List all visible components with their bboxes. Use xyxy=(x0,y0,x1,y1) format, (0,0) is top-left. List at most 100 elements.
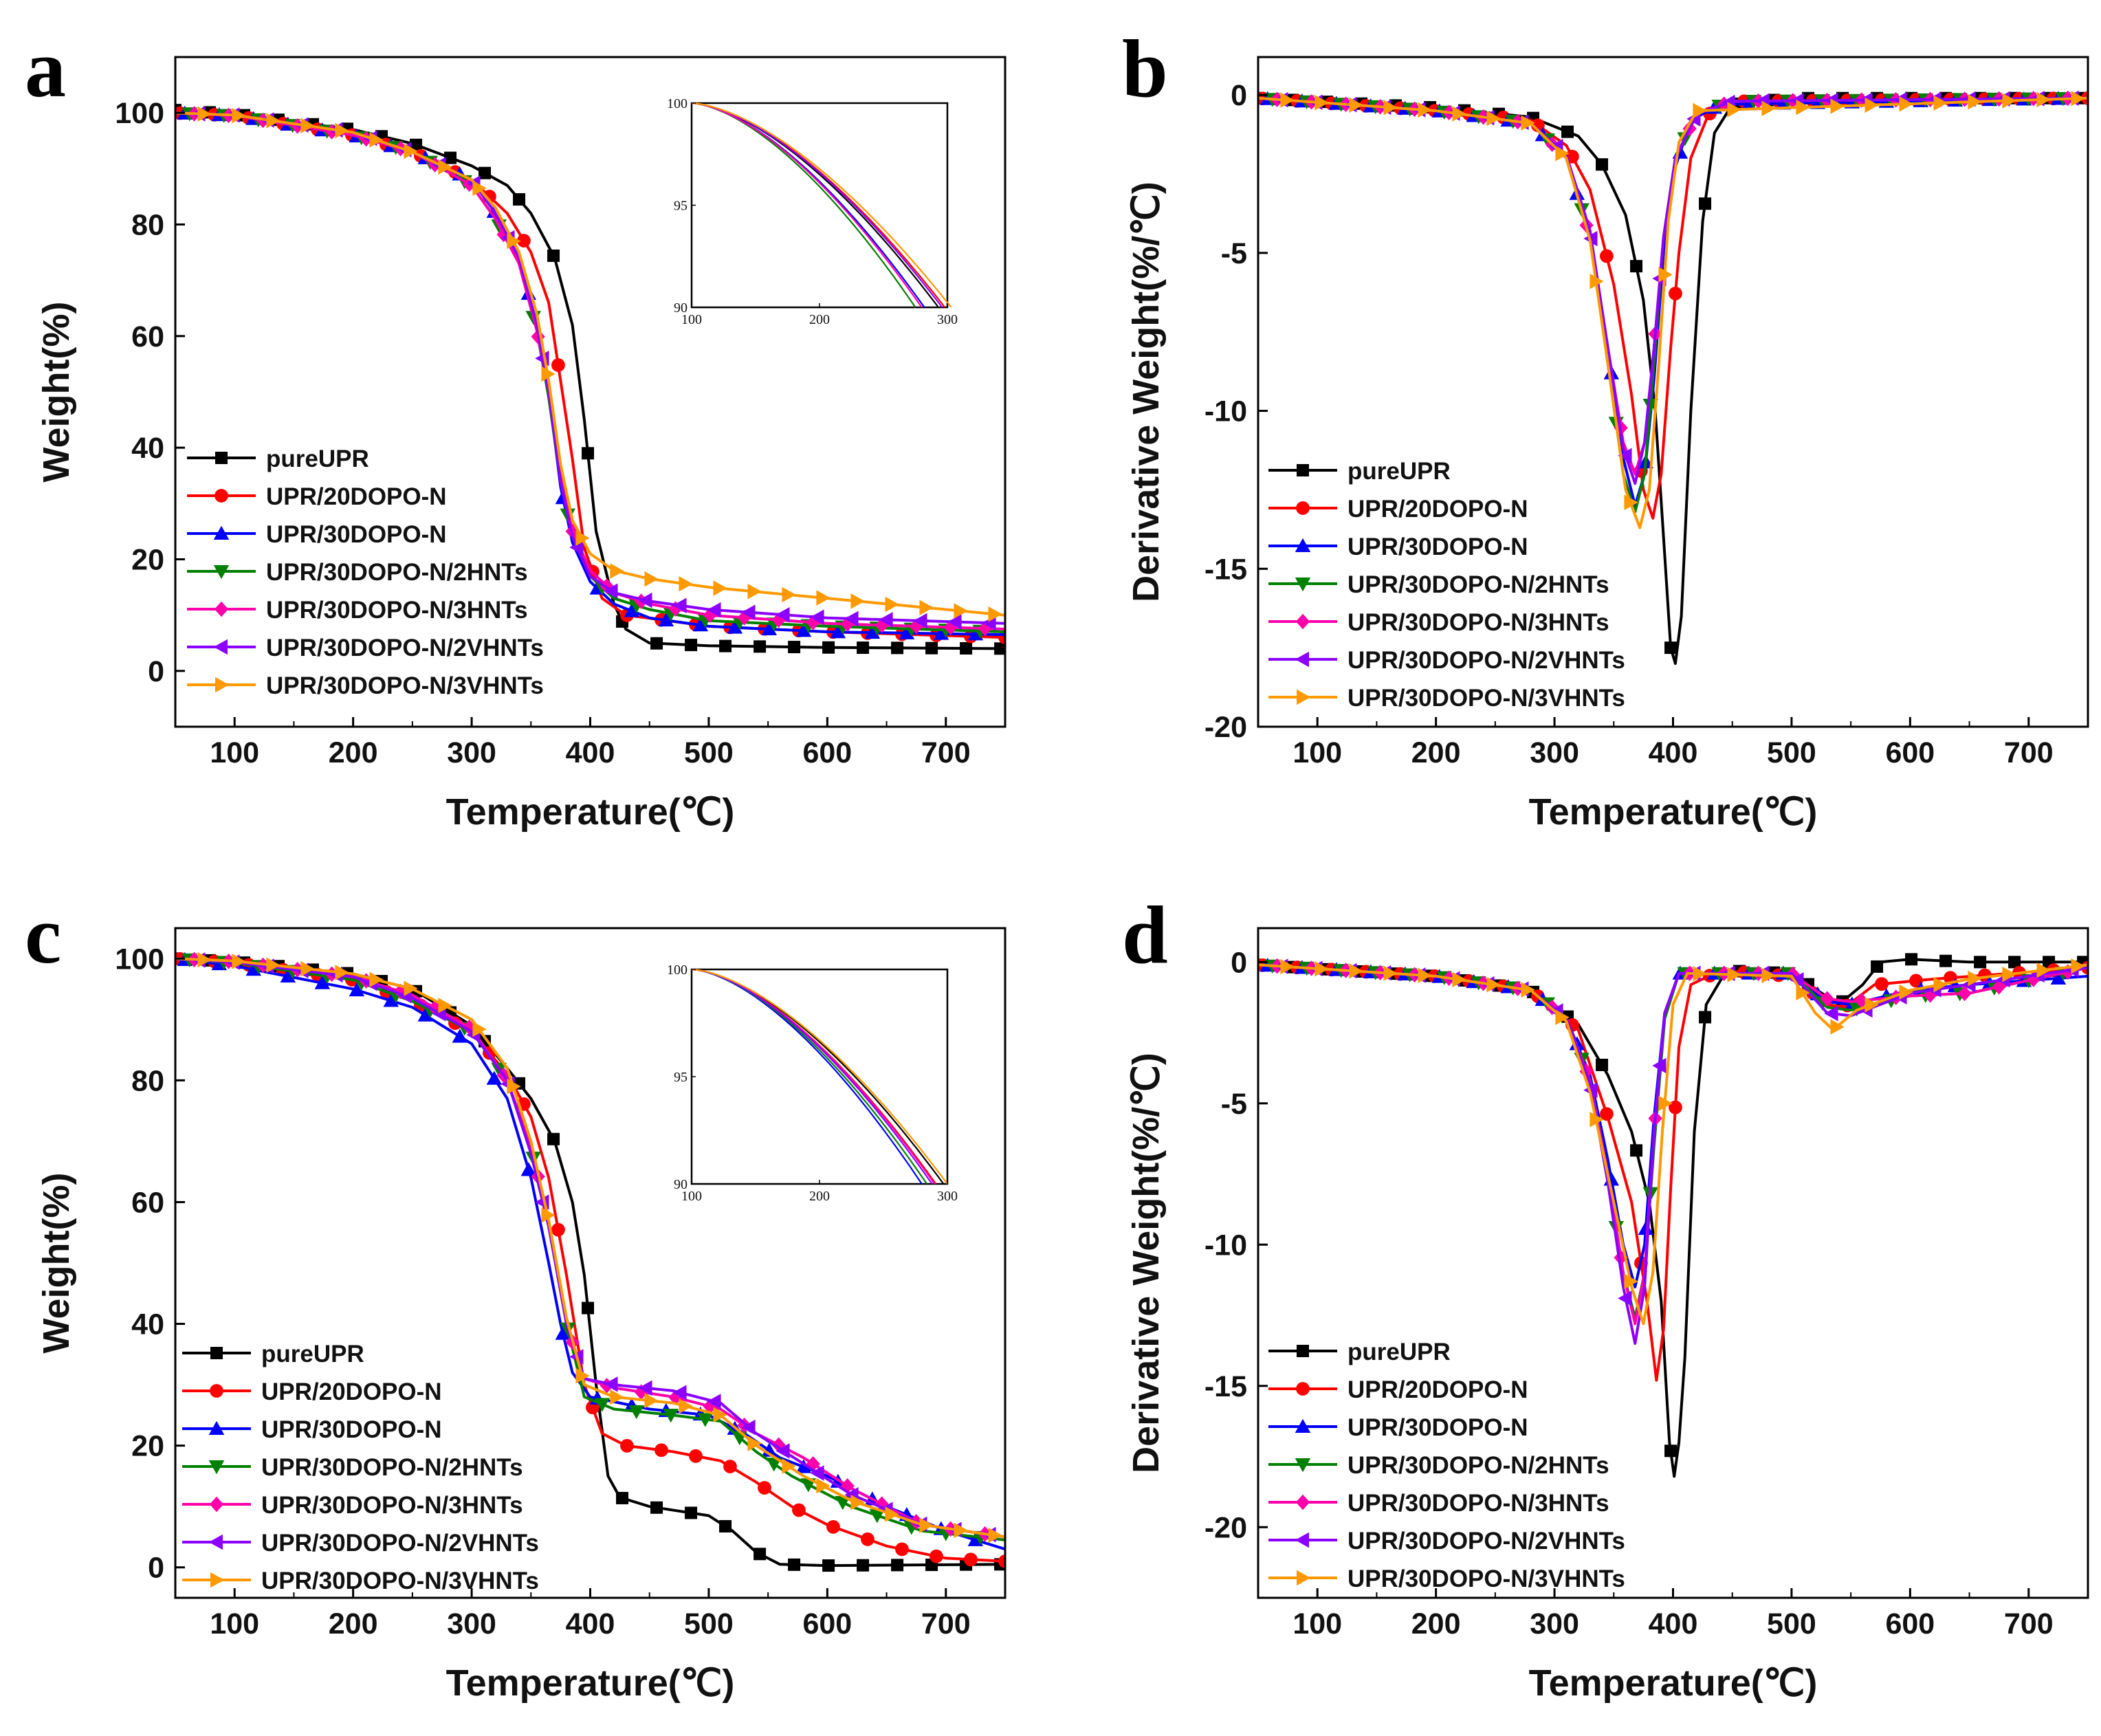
data-point xyxy=(404,980,418,996)
data-point xyxy=(1418,102,1432,118)
data-point xyxy=(1280,92,1295,108)
legend: pureUPR UPR/20DOPO-N UPR/30DOPO-N UPR/30DOP… xyxy=(1268,458,1625,712)
legend-label: UPR/30DOPO-N/2VHNTs xyxy=(1348,647,1625,674)
data-point xyxy=(930,1549,943,1563)
data-point xyxy=(1638,1220,1654,1235)
data-point xyxy=(197,952,212,968)
data-point xyxy=(551,358,565,372)
legend-marker xyxy=(1295,613,1310,630)
data-point xyxy=(604,1376,618,1392)
data-point xyxy=(2002,966,2016,982)
data-point xyxy=(610,563,624,579)
legend-label: UPR/20DOPO-N xyxy=(261,1378,442,1405)
panel-label: c xyxy=(25,889,61,980)
inset-series-line xyxy=(691,968,948,1185)
x-tick-label: 600 xyxy=(802,1607,852,1640)
legend-marker xyxy=(1296,1382,1310,1396)
data-point xyxy=(776,1443,790,1459)
data-point xyxy=(232,954,246,969)
data-point xyxy=(594,1398,610,1412)
data-point xyxy=(776,606,790,623)
legend: pureUPR UPR/20DOPO-N UPR/30DOPO-N UPR/30DOP… xyxy=(182,1341,539,1594)
data-point xyxy=(826,1519,840,1534)
data-point xyxy=(947,614,962,630)
inset-frame xyxy=(690,102,949,309)
data-point xyxy=(575,530,590,546)
data-point xyxy=(1624,494,1638,511)
y-tick-label: -10 xyxy=(1204,395,1247,428)
x-tick-label: 200 xyxy=(1411,736,1461,769)
data-point xyxy=(638,592,652,608)
data-point xyxy=(707,602,721,618)
data-point xyxy=(1624,1273,1638,1289)
inset-y-tick-label: 100 xyxy=(667,96,688,111)
legend-marker xyxy=(1295,1458,1311,1473)
data-point xyxy=(885,1506,899,1522)
legend: pureUPR UPR/20DOPO-N UPR/30DOPO-N UPR/30DOP… xyxy=(187,446,544,699)
data-point xyxy=(438,998,452,1013)
data-point xyxy=(919,600,934,616)
data-point xyxy=(1699,197,1712,210)
data-point xyxy=(582,447,595,460)
legend-label: pureUPR xyxy=(266,446,369,472)
x-tick-label: 100 xyxy=(1292,1607,1342,1640)
data-point xyxy=(2036,91,2051,108)
data-point xyxy=(1796,99,1810,116)
data-point xyxy=(582,1301,595,1315)
legend-label: UPR/20DOPO-N xyxy=(266,483,447,510)
panel-label: d xyxy=(1122,889,1168,980)
data-point xyxy=(1796,985,1810,1001)
data-point xyxy=(723,1460,737,1473)
legend-label: UPR/30DOPO-N/2HNTs xyxy=(1348,571,1609,598)
y-tick-label: 0 xyxy=(1231,79,1247,112)
data-point xyxy=(679,1398,693,1414)
data-point xyxy=(520,1162,537,1176)
inset: 100 200 300 90 95 100 xyxy=(667,96,958,327)
inset-y-tick-label: 95 xyxy=(674,199,688,214)
data-point xyxy=(850,593,865,609)
data-point xyxy=(998,1554,1005,1568)
legend-label: UPR/30DOPO-N/3HNTs xyxy=(261,1492,523,1519)
legend-marker xyxy=(208,1534,223,1550)
inset-y-tick-label: 90 xyxy=(674,1177,688,1192)
plot-area xyxy=(175,952,1005,1572)
legend-label: UPR/30DOPO-N xyxy=(266,521,447,548)
y-tick-label: 80 xyxy=(131,1064,164,1097)
legend-label: UPR/30DOPO-N xyxy=(1348,1414,1528,1441)
data-point xyxy=(1968,970,1982,987)
y-axis-label: Weight(%) xyxy=(36,1173,77,1354)
legend: pureUPR UPR/20DOPO-N UPR/30DOPO-N UPR/30DOP… xyxy=(1268,1339,1625,1592)
data-point xyxy=(1664,1444,1678,1458)
data-point xyxy=(513,193,526,206)
series-line xyxy=(175,957,1005,1551)
data-point xyxy=(713,1407,727,1423)
plot-area xyxy=(1258,90,2088,666)
data-point xyxy=(692,617,709,632)
x-tick-label: 400 xyxy=(1649,1607,1698,1640)
x-axis-label: Temperature(℃) xyxy=(446,1662,735,1704)
data-point xyxy=(1630,1144,1643,1157)
data-point xyxy=(1618,1290,1632,1306)
data-point xyxy=(2050,970,2067,985)
y-tick-label: 40 xyxy=(131,432,164,465)
x-axis-label: Temperature(℃) xyxy=(1529,791,1818,833)
data-point xyxy=(1875,977,1889,991)
legend-label: UPR/30DOPO-N/3HNTs xyxy=(1348,1490,1609,1517)
data-point xyxy=(569,539,584,556)
y-tick-label: 60 xyxy=(131,1186,164,1219)
data-point xyxy=(719,1519,732,1532)
legend-label: UPR/30DOPO-N/2HNTs xyxy=(266,559,528,586)
data-point xyxy=(747,584,762,600)
x-tick-label: 100 xyxy=(210,736,259,769)
x-tick-label: 500 xyxy=(1767,736,1816,769)
x-tick-label: 600 xyxy=(802,736,852,769)
data-point xyxy=(1486,976,1501,993)
data-point xyxy=(857,1559,870,1572)
data-point xyxy=(954,1522,968,1539)
data-point xyxy=(1761,967,1776,984)
data-point xyxy=(1974,956,1987,969)
data-point xyxy=(891,1559,904,1572)
legend-marker xyxy=(1297,1570,1311,1586)
legend-marker xyxy=(215,452,228,464)
data-point xyxy=(472,180,487,196)
